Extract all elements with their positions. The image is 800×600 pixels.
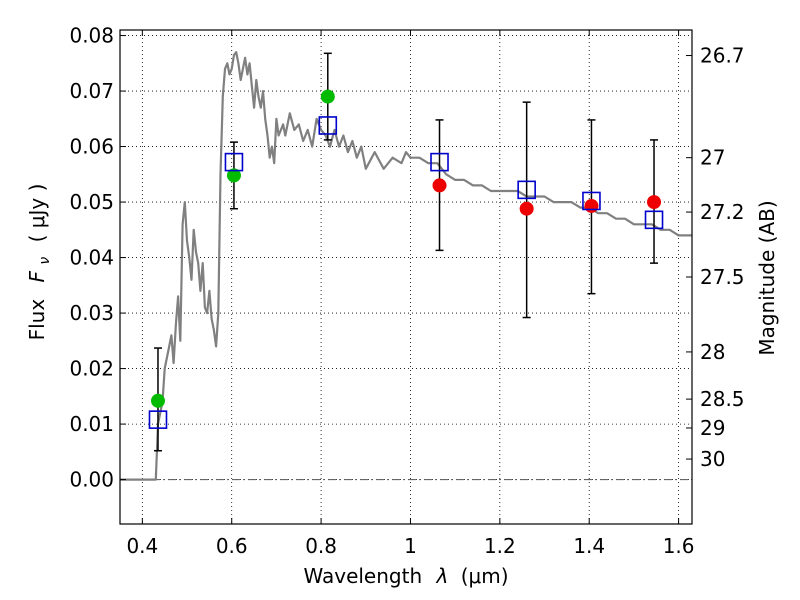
- y-tick-label: 0.06: [69, 135, 114, 159]
- red-point: [519, 201, 534, 216]
- model-square: [318, 116, 338, 135]
- y-tick-label: 0.01: [69, 412, 114, 436]
- red-point: [647, 195, 662, 210]
- green-point: [320, 89, 335, 104]
- model-square: [430, 152, 449, 172]
- y2-tick-label: 27: [700, 146, 725, 170]
- y2-tick-label: 27.2: [700, 200, 745, 224]
- error-bars: [153, 52, 659, 452]
- x-tick-label: 0.8: [305, 534, 337, 558]
- red-point: [584, 198, 599, 213]
- model-square: [224, 152, 244, 172]
- model-square: [517, 180, 536, 200]
- green-point: [226, 168, 241, 183]
- x-tick-label: 0.6: [216, 534, 248, 558]
- x-tick-label: 1: [404, 534, 417, 558]
- y-tick-label: 0.08: [69, 24, 114, 48]
- y2-tick-label: 26.7: [700, 44, 745, 68]
- green-points: [150, 89, 335, 408]
- y2-tick-label: 29: [700, 416, 725, 440]
- model-squares: [148, 116, 664, 429]
- x-tick-label: 1.4: [573, 534, 605, 558]
- x-tick-label: 1.2: [484, 534, 516, 558]
- tick-marks: [120, 30, 692, 524]
- plot-frame: [119, 29, 693, 525]
- y-tick-label: 0.05: [69, 190, 114, 214]
- y2-tick-label: 30: [700, 447, 725, 471]
- x-tick-label: 0.4: [126, 534, 158, 558]
- x-axis-title: Wavelength λ (μm): [303, 564, 508, 588]
- y-tick-labels: 0.00 0.01 0.02 0.03 0.04 0.05 0.06 0.07 0.08: [69, 24, 114, 492]
- y2-tick-labels: 26.7 27 27.2 27.5 28 28.5 29 30: [700, 44, 745, 472]
- y2-tick-label: 28: [700, 340, 725, 364]
- y-axis-title: Flux F ν ( μJy ): [25, 184, 54, 341]
- y-tick-label: 0.04: [69, 246, 114, 270]
- y-tick-label: 0.07: [69, 79, 114, 103]
- sed-template-path: [120, 51, 692, 481]
- y-tick-label: 0.02: [69, 357, 114, 381]
- model-square: [148, 410, 168, 429]
- y2-tick-label: 28.5: [700, 387, 745, 411]
- grid: [120, 30, 692, 524]
- y-tick-label: 0.03: [69, 301, 114, 325]
- model-square: [582, 191, 601, 211]
- x-tick-labels: 0.4 0.6 0.8 1 1.2 1.4 1.6: [126, 534, 694, 558]
- y2-axis-title: Magnitude (AB): [755, 200, 779, 355]
- green-point: [150, 393, 165, 408]
- y-tick-label: 0.00: [69, 468, 114, 492]
- x-tick-label: 1.6: [663, 534, 695, 558]
- y2-tick-label: 27.5: [700, 265, 745, 289]
- model-square: [644, 210, 664, 230]
- red-point: [432, 178, 447, 193]
- sed-template-line: [120, 51, 692, 481]
